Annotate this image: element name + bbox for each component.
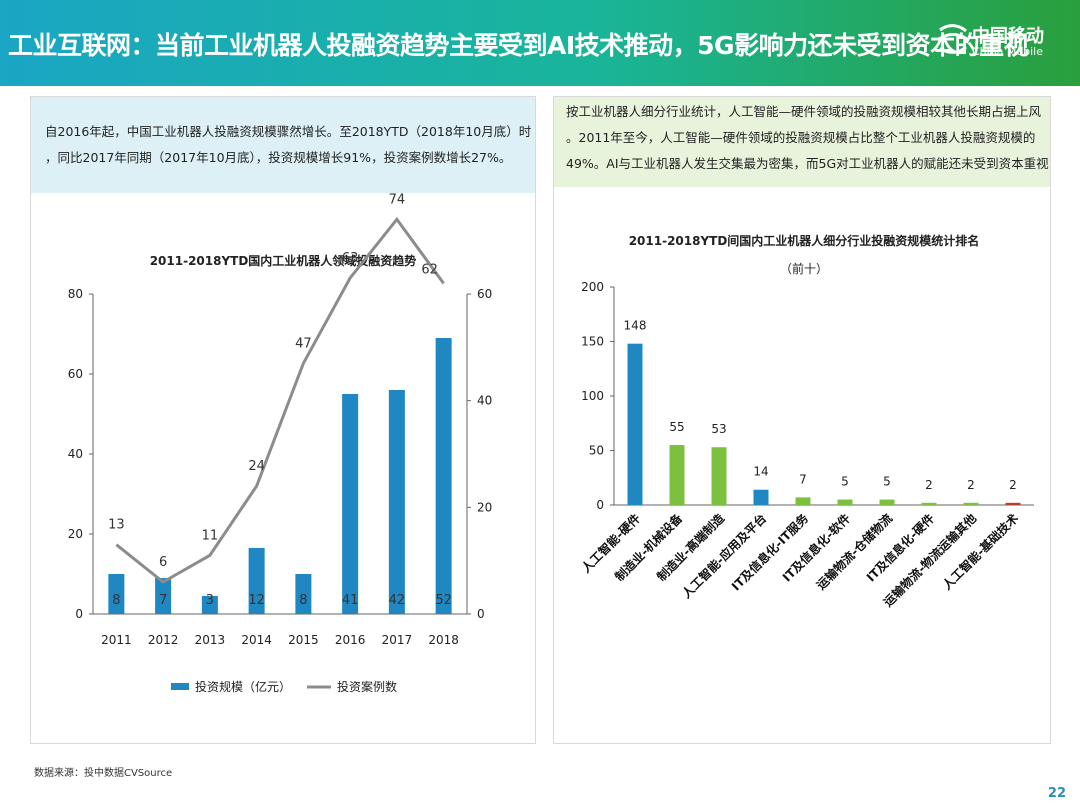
bar-segment	[753, 489, 769, 505]
bar-data-label: 52	[435, 593, 452, 608]
y-right-tick-label: 0	[477, 607, 485, 621]
y-left-tick-label: 60	[68, 367, 83, 381]
x-tick-label: 2016	[335, 633, 366, 647]
bar-data-label: 42	[389, 593, 406, 608]
china-mobile-logo-icon	[938, 24, 968, 54]
bar-segment	[879, 499, 895, 505]
y-left-tick-label: 0	[75, 607, 83, 621]
right-description-box: 按工业机器人细分行业统计，人工智能—硬件领域的投融资规模相较其他长期占据上风 。…	[554, 97, 1050, 187]
page-title: 工业互联网：当前工业机器人投融资趋势主要受到AI技术推动，5G影响力还未受到资本…	[8, 31, 1029, 60]
bar-data-label: 148	[624, 319, 647, 333]
line-data-label: 13	[108, 518, 125, 533]
bar-data-label: 55	[669, 420, 684, 434]
bar-segment	[837, 499, 853, 505]
page-number: 22	[1047, 786, 1066, 801]
y-tick-label: 150	[581, 335, 604, 349]
bar-investment	[108, 574, 125, 614]
line-data-label: 24	[248, 459, 265, 474]
y-left-tick-label: 40	[68, 447, 83, 461]
logo-text-cn: 中国移动	[972, 26, 1044, 47]
x-tick-label: 2012	[148, 633, 179, 647]
y-tick-label: 50	[589, 444, 604, 458]
right-description-line: 按工业机器人细分行业统计，人工智能—硬件领域的投融资规模相较其他长期占据上风	[566, 104, 1042, 119]
y-right-tick-label: 40	[477, 394, 492, 408]
bar-segment	[921, 502, 937, 505]
bar-data-label: 2	[967, 478, 975, 492]
y-tick-label: 0	[596, 498, 604, 512]
header-banner: 工业互联网：当前工业机器人投融资趋势主要受到AI技术推动，5G影响力还未受到资本…	[0, 0, 1080, 86]
chart-title: 2011-2018YTD间国内工业机器人细分行业投融资规模统计排名	[629, 233, 980, 248]
bar-segment	[711, 447, 727, 505]
bar-data-label: 8	[112, 593, 120, 608]
bar-investment	[295, 574, 312, 614]
bar-segment	[795, 497, 811, 505]
bar-segment	[627, 343, 643, 505]
chart-subtitle: （前十）	[780, 261, 828, 276]
bar-investment	[155, 578, 172, 614]
bar-investment	[201, 596, 218, 614]
bar-investment	[248, 548, 265, 614]
bar-data-label: 5	[883, 475, 891, 489]
bar-data-label: 8	[299, 593, 307, 608]
line-data-label: 74	[389, 192, 406, 207]
china-mobile-logo: 中国移动 China Mobile	[936, 20, 1056, 64]
bar-data-label: 2	[925, 478, 933, 492]
right-description: 按工业机器人细分行业统计，人工智能—硬件领域的投融资规模相较其他长期占据上风 。…	[566, 99, 1049, 177]
y-right-tick-label: 20	[477, 500, 492, 514]
bar-data-label: 2	[1009, 478, 1017, 492]
segment-ranking-chart: 2011-2018YTD间国内工业机器人细分行业投融资规模统计排名 （前十） 0 50…	[578, 233, 1034, 609]
logo-text-en: China Mobile	[972, 45, 1044, 58]
bar-data-label: 12	[248, 593, 265, 608]
line-data-label: 6	[159, 555, 167, 570]
left-description-line: 自2016年起，中国工业机器人投融资规模骤然增长。至2018YTD（2018年1…	[45, 124, 532, 139]
bar-investment	[388, 390, 405, 614]
bar-data-label: 5	[841, 475, 849, 489]
bar-data-label: 41	[342, 593, 359, 608]
bar-data-label: 14	[753, 465, 768, 479]
x-tick-label: 2014	[241, 633, 272, 647]
y-tick-label: 100	[581, 389, 604, 403]
right-panel: 按工业机器人细分行业统计，人工智能—硬件领域的投融资规模相较其他长期占据上风 。…	[553, 96, 1051, 744]
line-data-label: 63	[342, 251, 359, 266]
x-tick-label: 2013	[195, 633, 226, 647]
x-tick-label: 2011	[101, 633, 132, 647]
x-tick-label: 2015	[288, 633, 319, 647]
right-description-line: 49%。AI与工业机器人发生交集最为密集，而5G对工业机器人的赋能还未受到资本重…	[566, 156, 1049, 171]
bar-data-label: 7	[159, 593, 167, 608]
bar-data-label: 53	[711, 422, 726, 436]
right-description-line: 。2011年至今，人工智能—硬件领域的投融资规模占比整个工业机器人投融资规模的	[566, 130, 1036, 145]
x-tick-label: 人工智能-基础技术	[939, 511, 1021, 593]
x-tick-label: 运输物流-仓储物流	[813, 511, 895, 593]
bar-segment	[963, 502, 979, 505]
x-tick-label: 2017	[382, 633, 413, 647]
y-right-tick-label: 60	[477, 287, 492, 301]
investment-trend-chart: 2011-2018YTD国内工业机器人领域投融资趋势 0 20 40 60 80 0 20 40…	[68, 192, 493, 694]
x-tick-label: 2018	[428, 633, 459, 647]
bar-data-label: 7	[799, 472, 807, 486]
bar-investment	[435, 338, 452, 614]
bar-data-label: 3	[206, 593, 214, 608]
x-tick-label: IT及信息化-IT服务	[728, 510, 812, 594]
left-description-box: 自2016年起，中国工业机器人投融资规模骤然增长。至2018YTD（2018年1…	[31, 97, 535, 193]
left-description: 自2016年起，中国工业机器人投融资规模骤然增长。至2018YTD（2018年1…	[45, 119, 531, 171]
left-description-line: ，同比2017年同期（2017年10月底），投资规模增长91%，投资案例数增长2…	[45, 150, 512, 165]
y-left-tick-label: 80	[68, 287, 83, 301]
left-panel: 自2016年起，中国工业机器人投融资规模骤然增长。至2018YTD（2018年1…	[30, 96, 536, 744]
bar-segment	[1005, 502, 1021, 505]
line-deal-count	[115, 216, 445, 584]
y-tick-label: 200	[581, 280, 604, 294]
chart-title: 2011-2018YTD国内工业机器人领域投融资趋势	[150, 253, 417, 268]
line-data-label: 11	[202, 528, 219, 543]
bar-investment	[342, 394, 359, 614]
legend-bar-label: 投资规模（亿元）	[195, 679, 291, 694]
data-source: 数据来源：投中数据CVSource	[34, 768, 173, 779]
line-data-label: 47	[295, 336, 312, 351]
line-data-label: 62	[421, 262, 438, 277]
y-left-tick-label: 20	[68, 527, 83, 541]
legend-bar-swatch	[171, 683, 189, 690]
legend-line-label: 投资案例数	[337, 679, 397, 694]
bar-segment	[669, 445, 685, 505]
